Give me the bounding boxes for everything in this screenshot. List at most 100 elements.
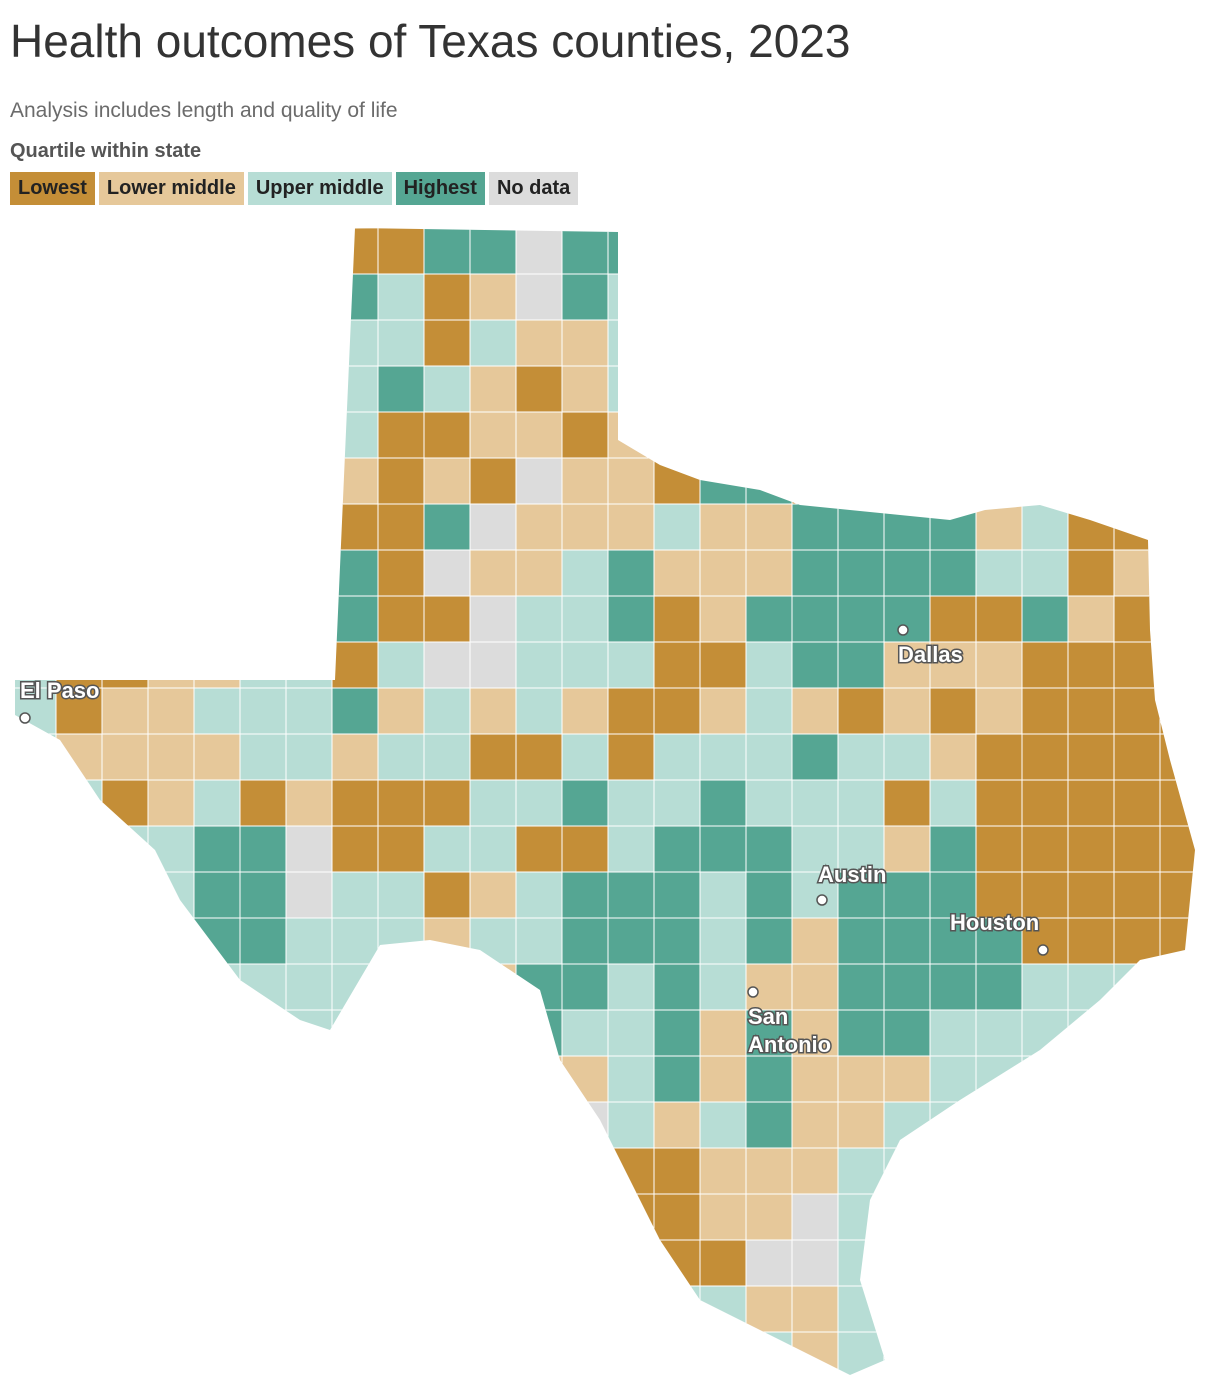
county [837, 1101, 885, 1149]
county [791, 1331, 839, 1375]
county [791, 1239, 839, 1287]
county [745, 641, 793, 689]
county [1021, 228, 1069, 275]
county [1021, 733, 1069, 781]
county [55, 825, 103, 873]
county [1159, 687, 1195, 735]
county [791, 1009, 839, 1057]
county [423, 1101, 471, 1149]
county [147, 1331, 195, 1375]
county [239, 273, 287, 321]
county [883, 779, 931, 827]
county [193, 1331, 241, 1375]
county [423, 1193, 471, 1241]
county [929, 825, 977, 873]
county [193, 1285, 241, 1333]
county [239, 411, 287, 459]
county [15, 733, 57, 781]
county [193, 457, 241, 505]
county [15, 1331, 57, 1375]
county [837, 228, 885, 275]
county [929, 503, 977, 551]
legend-item: Lower middle [98, 172, 244, 205]
county [101, 1101, 149, 1149]
county [331, 1331, 379, 1375]
county [193, 273, 241, 321]
county [699, 733, 747, 781]
county [101, 503, 149, 551]
county [975, 963, 1023, 1011]
county [1067, 503, 1115, 551]
county [469, 1285, 517, 1333]
county [1113, 319, 1161, 367]
county [883, 1285, 931, 1333]
legend-item: Lowest [10, 172, 95, 205]
county [975, 1193, 1023, 1241]
county [1021, 917, 1069, 965]
county [1067, 1193, 1115, 1241]
county [331, 457, 379, 505]
county [653, 1147, 701, 1195]
county [1067, 687, 1115, 735]
county [653, 1009, 701, 1057]
county [1021, 825, 1069, 873]
county [239, 1193, 287, 1241]
county [975, 549, 1023, 597]
county [745, 1147, 793, 1195]
county [147, 687, 195, 735]
county [515, 963, 563, 1011]
county [699, 871, 747, 919]
county [469, 641, 517, 689]
county [1113, 1009, 1161, 1057]
county [423, 963, 471, 1011]
county [1159, 1193, 1195, 1241]
county [745, 549, 793, 597]
county [745, 825, 793, 873]
county [469, 503, 517, 551]
county [239, 1147, 287, 1195]
county [1021, 1239, 1069, 1287]
county [423, 871, 471, 919]
county [883, 365, 931, 413]
county [1113, 1147, 1161, 1195]
county [1159, 871, 1195, 919]
county [285, 1331, 333, 1375]
county [331, 871, 379, 919]
county [653, 228, 701, 275]
county [285, 963, 333, 1011]
county [285, 319, 333, 367]
county [193, 963, 241, 1011]
county [561, 549, 609, 597]
county [101, 779, 149, 827]
county [699, 825, 747, 873]
city-label: Houston [950, 910, 1039, 935]
county [515, 871, 563, 919]
county [883, 319, 931, 367]
county [791, 963, 839, 1011]
county [1159, 1101, 1195, 1149]
county [607, 365, 655, 413]
county [239, 1055, 287, 1103]
county [423, 365, 471, 413]
county [653, 1101, 701, 1149]
county [929, 1331, 977, 1375]
county [653, 319, 701, 367]
county [607, 228, 655, 275]
county [377, 641, 425, 689]
county [239, 825, 287, 873]
county [377, 1331, 425, 1375]
county [791, 411, 839, 459]
county [975, 1009, 1023, 1057]
county [239, 1285, 287, 1333]
county [1113, 228, 1161, 275]
county [147, 779, 195, 827]
county [239, 595, 287, 643]
county [147, 1147, 195, 1195]
county [15, 365, 57, 413]
county [699, 228, 747, 275]
county [377, 733, 425, 781]
county [1067, 733, 1115, 781]
county [791, 733, 839, 781]
county [929, 963, 977, 1011]
county [331, 411, 379, 459]
